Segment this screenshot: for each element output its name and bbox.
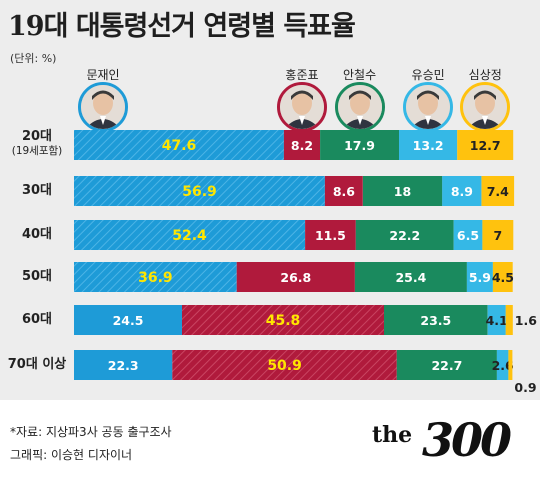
bar-ahn-2 [355, 220, 454, 250]
stacked-bar-chart: 47.6 8.2 17.9 13.2 12.7 56.9 8.6 18 8.9 7.4 52.4 11… [74, 130, 537, 395]
row-label: 20대 (19세포함) [0, 130, 74, 158]
bar-moon-0 [74, 130, 284, 160]
candidate-name: 홍준표 [285, 68, 319, 82]
row-label-text: 20대 [21, 129, 53, 144]
value-label: 11.5 [315, 228, 346, 243]
bar-hong-5 [172, 350, 397, 380]
bar-ahn-3 [354, 262, 467, 292]
bar-yoo-0 [399, 130, 458, 160]
row-label-text: 60대 [21, 312, 53, 327]
bar-moon-5 [74, 350, 173, 380]
value-label: 50.9 [267, 358, 302, 374]
value-label: 7.4 [487, 184, 509, 199]
value-label: 17.9 [344, 138, 375, 153]
bar-sim-3 [492, 262, 513, 292]
candidate-name: 안철수 [342, 68, 377, 82]
value-label: 6.5 [457, 228, 479, 243]
credit-note: 그래픽: 이승현 디자이너 [10, 448, 133, 462]
portrait-sim-icon [460, 82, 511, 132]
value-label: 13.2 [413, 138, 444, 153]
candidate-name: 유승민 [411, 68, 445, 82]
bar-hong-3 [236, 262, 355, 292]
value-label: 25.4 [395, 270, 426, 285]
bar-sim-1 [481, 176, 515, 206]
row-label: 40대 [0, 228, 74, 242]
bar-yoo-1 [442, 176, 482, 206]
bar-sim-5 [508, 350, 513, 380]
value-label: 26.8 [280, 270, 311, 285]
value-label: 4.5 [492, 270, 514, 285]
value-label: 24.5 [113, 313, 144, 328]
value-label: 47.6 [162, 138, 197, 154]
portrait-moon-icon [78, 82, 128, 132]
value-label: 0.9 [514, 380, 536, 395]
row-label: 30대 [0, 184, 74, 198]
logo-number: 300 [422, 413, 512, 467]
value-label: 45.8 [266, 313, 301, 329]
value-label: 5.9 [469, 270, 491, 285]
value-label: 12.7 [470, 138, 501, 153]
bar-ahn-5 [396, 350, 497, 380]
bar-yoo-4 [487, 305, 506, 335]
value-label: 18 [394, 184, 411, 199]
bar-sim-4 [505, 305, 513, 335]
bar-sim-2 [482, 220, 514, 250]
bar-ahn-4 [384, 305, 488, 335]
value-label: 8.2 [291, 138, 313, 153]
logo-prefix: the [372, 422, 412, 448]
value-label: 8.9 [451, 184, 473, 199]
value-label: 36.9 [138, 270, 173, 286]
row-label: 50대 [0, 270, 74, 284]
value-label: 22.7 [431, 358, 462, 373]
bar-moon-2 [74, 220, 306, 250]
value-label: 22.3 [108, 358, 139, 373]
candidate-name: 문재인 [86, 68, 120, 82]
bar-yoo-5 [496, 350, 509, 380]
value-label: 7 [493, 228, 502, 243]
unit-label: (단위: %) [10, 52, 57, 65]
row-label-text: 70대 이상 [7, 357, 67, 372]
value-label: 4.1 [486, 313, 508, 328]
value-label: 1.6 [515, 313, 537, 328]
row-label: 60대 [0, 313, 74, 327]
bar-sim-0 [457, 130, 514, 160]
bar-moon-1 [74, 176, 325, 206]
portrait-yoo-icon [403, 82, 454, 132]
bar-hong-1 [324, 176, 363, 206]
value-label: 23.5 [420, 313, 451, 328]
value-label: 56.9 [182, 184, 217, 200]
bar-ahn-1 [362, 176, 443, 206]
the300-logo: the 300 [372, 413, 515, 467]
row-label-text: 50대 [21, 269, 53, 284]
candidate-name: 심상정 [468, 68, 502, 82]
value-label: 52.4 [172, 228, 207, 244]
row-label-text: 30대 [21, 183, 53, 198]
bar-yoo-3 [466, 262, 493, 292]
bar-moon-3 [74, 262, 237, 292]
row-label: 70대 이상 [0, 358, 74, 372]
bar-ahn-0 [320, 130, 399, 160]
chart-title: 19대 대통령선거 연령별 득표율 [8, 11, 356, 42]
source-note: *자료: 지상파3사 공동 출구조사 [10, 425, 172, 439]
portrait-hong-icon [276, 82, 327, 132]
row-label-text: 40대 [21, 227, 53, 242]
value-label: 22.2 [389, 228, 420, 243]
bar-hong-4 [182, 305, 384, 335]
bar-moon-4 [74, 305, 182, 335]
bar-hong-2 [305, 220, 356, 250]
bar-hong-0 [283, 130, 321, 160]
value-label: 8.6 [333, 184, 355, 199]
bar-yoo-2 [453, 220, 483, 250]
row-sublabel: (19세포함) [11, 145, 63, 157]
